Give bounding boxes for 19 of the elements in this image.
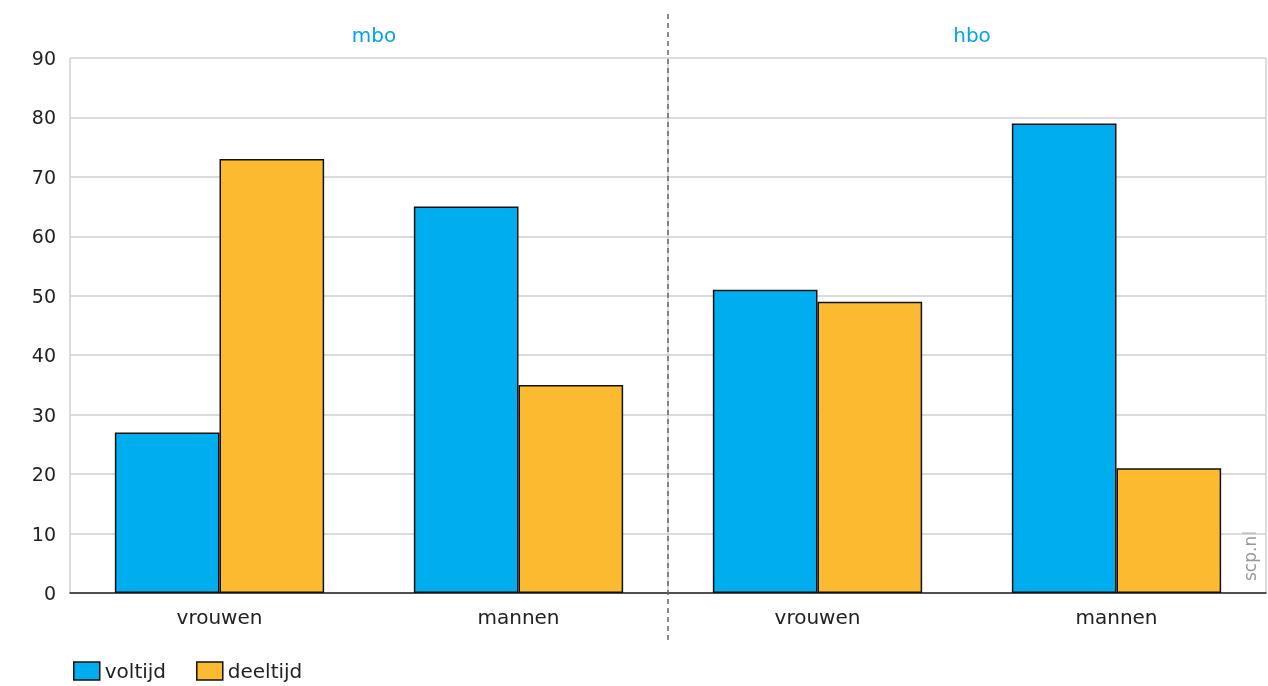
chart-title: hbo [953,23,991,47]
x-tick-label: vrouwen [176,605,263,629]
y-tick-label: 90 [31,47,56,69]
y-tick-label: 20 [31,463,56,486]
y-tick-label: 70 [31,165,56,188]
y-tick-label: 40 [31,344,56,367]
legend-label: deeltijd [227,659,303,683]
chart-title: mbo [351,23,397,47]
y-tick-label: 10 [31,522,56,545]
y-tick-label: 80 [31,106,56,129]
legend-label: voltijd [104,659,167,683]
x-tick-label: mannen [477,605,560,629]
y-tick-label: 60 [31,225,56,248]
x-tick-label: vrouwen [774,605,861,629]
y-tick-label: 30 [31,403,56,426]
x-tick-label: mannen [1075,605,1158,629]
y-tick-label: 50 [31,284,56,307]
annotation: scp.nl [1239,531,1260,581]
y-tick-label: 0 [43,582,56,604]
